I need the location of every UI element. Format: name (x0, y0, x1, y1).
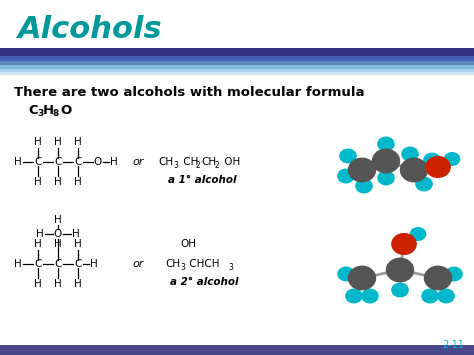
Text: H: H (34, 137, 42, 147)
Text: a 1° alcohol: a 1° alcohol (168, 175, 237, 185)
Ellipse shape (356, 179, 372, 193)
Ellipse shape (416, 177, 432, 191)
Text: H: H (54, 279, 62, 289)
Text: O: O (60, 104, 71, 116)
Ellipse shape (401, 158, 428, 182)
Ellipse shape (426, 157, 450, 178)
Text: H: H (74, 239, 82, 249)
Text: H: H (54, 137, 62, 147)
Ellipse shape (338, 169, 354, 183)
Bar (0, 56, 474, 61)
Text: CH: CH (180, 157, 199, 167)
Text: or: or (132, 157, 143, 167)
Bar (0, 65, 474, 69)
Text: H: H (14, 157, 22, 167)
Text: O: O (54, 229, 62, 239)
Text: H: H (74, 137, 82, 147)
Ellipse shape (410, 228, 426, 240)
Text: H: H (34, 177, 42, 187)
Text: H: H (74, 279, 82, 289)
Text: O: O (94, 157, 102, 167)
Ellipse shape (438, 289, 454, 303)
Text: OH: OH (221, 157, 240, 167)
Ellipse shape (425, 266, 452, 290)
Text: H: H (54, 177, 62, 187)
Ellipse shape (444, 153, 460, 165)
Text: CH: CH (158, 157, 173, 167)
Ellipse shape (392, 283, 408, 297)
Text: C: C (55, 157, 62, 167)
Ellipse shape (348, 158, 375, 182)
Text: H: H (72, 229, 80, 239)
Text: H: H (54, 239, 62, 249)
Text: 3: 3 (228, 262, 233, 272)
Text: Alcohols: Alcohols (18, 16, 163, 44)
Ellipse shape (446, 267, 462, 281)
Text: 3: 3 (180, 262, 185, 272)
Text: C: C (34, 157, 42, 167)
Text: H: H (110, 157, 118, 167)
Text: H: H (14, 259, 22, 269)
Ellipse shape (338, 267, 354, 281)
Ellipse shape (362, 289, 378, 303)
Ellipse shape (378, 137, 394, 151)
Ellipse shape (422, 289, 438, 303)
Text: There are two alcohols with molecular formula: There are two alcohols with molecular fo… (14, 86, 365, 98)
Ellipse shape (340, 149, 356, 163)
Ellipse shape (346, 289, 362, 303)
Text: H: H (34, 239, 42, 249)
Text: H: H (90, 259, 98, 269)
Text: C: C (28, 104, 37, 116)
Text: CH: CH (201, 157, 216, 167)
Text: H: H (54, 215, 62, 225)
Text: C: C (74, 259, 82, 269)
Text: a 2° alcohol: a 2° alcohol (170, 277, 238, 287)
Text: CH: CH (165, 259, 180, 269)
Text: 8: 8 (53, 109, 59, 118)
Bar (0, 345, 474, 355)
Text: H: H (34, 279, 42, 289)
Text: or: or (132, 259, 143, 269)
Text: C: C (34, 259, 42, 269)
Text: C: C (55, 259, 62, 269)
Bar (0, 69, 474, 72)
Ellipse shape (392, 234, 416, 254)
Ellipse shape (378, 171, 394, 185)
Text: OH: OH (180, 239, 196, 249)
Ellipse shape (348, 266, 375, 290)
Text: 2: 2 (215, 160, 220, 169)
Text: H: H (36, 229, 44, 239)
Text: 2-11: 2-11 (442, 340, 464, 350)
Bar (0, 0, 474, 48)
Text: CHCH: CHCH (186, 259, 219, 269)
Bar (0, 61, 474, 65)
Ellipse shape (386, 258, 413, 282)
Text: H: H (43, 104, 54, 116)
Text: C: C (74, 157, 82, 167)
Bar (0, 72, 474, 75)
Ellipse shape (424, 153, 440, 167)
Text: H: H (74, 177, 82, 187)
Text: 2: 2 (196, 160, 201, 169)
Text: 3: 3 (37, 109, 43, 118)
Text: 3: 3 (173, 160, 178, 169)
Bar (0, 48, 474, 56)
Ellipse shape (402, 147, 418, 161)
Ellipse shape (373, 149, 400, 173)
